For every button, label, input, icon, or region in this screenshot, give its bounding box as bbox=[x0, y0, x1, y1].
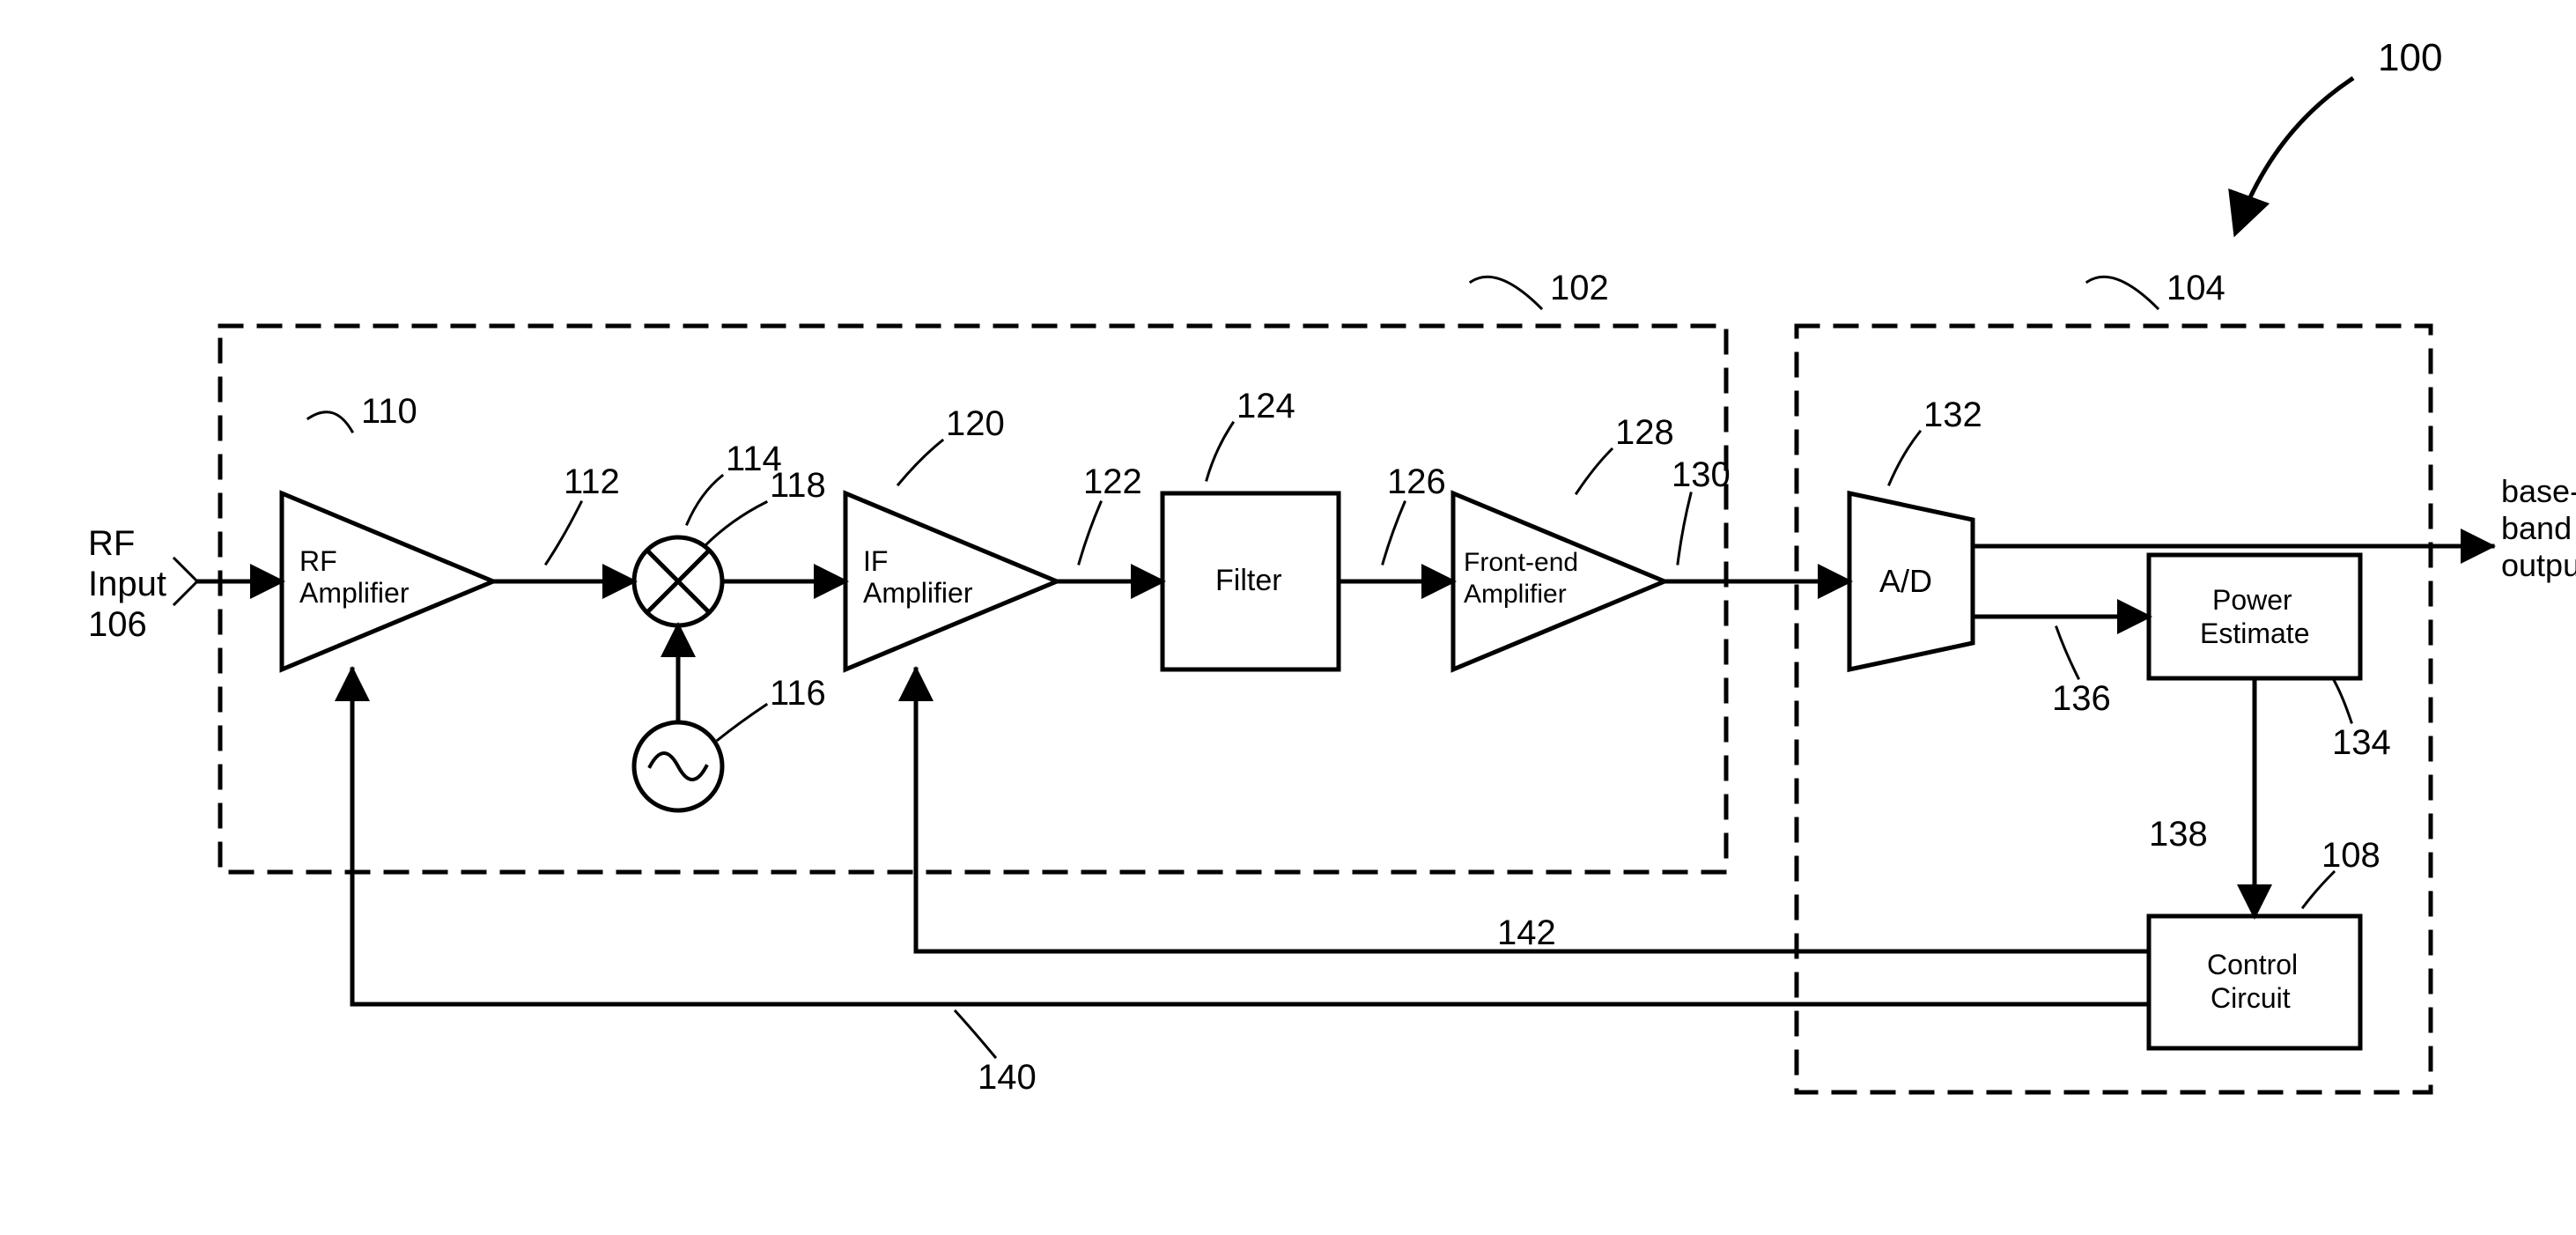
output-label-mid: band bbox=[2501, 510, 2572, 546]
ref-130: 130 bbox=[1672, 455, 1731, 494]
wire-140 bbox=[352, 669, 2149, 1004]
ref-104: 104 bbox=[2166, 269, 2225, 307]
rf-input-num: 106 bbox=[88, 605, 147, 644]
leader-126 bbox=[1383, 502, 1405, 564]
block-diagram: 100 102 104 RF Input 106 RF Amplifier 11… bbox=[0, 0, 2576, 1235]
oscillator-wave bbox=[650, 753, 706, 780]
leader-140 bbox=[956, 1011, 995, 1057]
ref-142: 142 bbox=[1497, 913, 1556, 952]
rf-amp-label-top: RF bbox=[299, 545, 337, 577]
power-estimate-block bbox=[2149, 555, 2360, 678]
block-104 bbox=[1797, 326, 2431, 1092]
leader-110 bbox=[308, 412, 352, 432]
if-amp-label-bot: Amplifier bbox=[863, 577, 973, 609]
ref-128: 128 bbox=[1615, 413, 1674, 452]
leader-118 bbox=[705, 502, 766, 546]
leader-124 bbox=[1207, 423, 1233, 480]
leader-128 bbox=[1576, 449, 1612, 493]
leader-116 bbox=[718, 705, 766, 740]
output-label-bot: output bbox=[2501, 547, 2576, 583]
ref-112: 112 bbox=[564, 462, 620, 501]
figure-number: 100 bbox=[2378, 36, 2442, 79]
rf-input-label-bot: Input bbox=[88, 565, 166, 603]
ref-122: 122 bbox=[1083, 462, 1142, 501]
leader-136 bbox=[2056, 627, 2078, 678]
ref-132: 132 bbox=[1923, 396, 1982, 434]
leader-120 bbox=[898, 440, 942, 484]
leader-114 bbox=[687, 476, 722, 524]
ad-label: A/D bbox=[1879, 563, 1932, 599]
leader-132 bbox=[1889, 432, 1920, 484]
ref-102: 102 bbox=[1550, 269, 1609, 307]
rf-amp-label-bot: Amplifier bbox=[299, 577, 410, 609]
leader-108 bbox=[2303, 872, 2334, 907]
power-label-top: Power bbox=[2212, 584, 2292, 616]
ref-124: 124 bbox=[1236, 387, 1295, 425]
if-amp-label-top: IF bbox=[863, 545, 888, 577]
ref-116: 116 bbox=[770, 674, 826, 713]
input-arrow-symbol bbox=[174, 558, 197, 604]
output-label-top: base- bbox=[2501, 473, 2576, 509]
fe-amp-label-bot: Amplifier bbox=[1464, 580, 1567, 609]
leader-112 bbox=[546, 502, 581, 564]
rf-input-label-top: RF bbox=[88, 524, 135, 563]
leader-122 bbox=[1079, 502, 1101, 564]
ref-120: 120 bbox=[946, 404, 1005, 443]
leader-130 bbox=[1678, 493, 1691, 564]
ref-110: 110 bbox=[361, 392, 417, 431]
control-label-bot: Circuit bbox=[2211, 982, 2291, 1014]
filter-label: Filter bbox=[1215, 564, 1282, 597]
control-label-top: Control bbox=[2207, 949, 2298, 980]
ref-140: 140 bbox=[978, 1058, 1037, 1097]
figure-arrow bbox=[2237, 79, 2351, 229]
ref-138: 138 bbox=[2149, 815, 2208, 854]
ref-108: 108 bbox=[2321, 836, 2380, 875]
ref-134: 134 bbox=[2332, 723, 2391, 762]
ref-136: 136 bbox=[2052, 679, 2111, 718]
leader-102 bbox=[1471, 277, 1541, 308]
power-label-bot: Estimate bbox=[2200, 618, 2309, 649]
ref-126: 126 bbox=[1387, 462, 1446, 501]
ref-118: 118 bbox=[770, 466, 826, 505]
fe-amp-label-top: Front-end bbox=[1464, 548, 1578, 577]
leader-104 bbox=[2087, 277, 2158, 308]
wire-142 bbox=[916, 669, 2149, 951]
leader-134 bbox=[2334, 680, 2351, 722]
